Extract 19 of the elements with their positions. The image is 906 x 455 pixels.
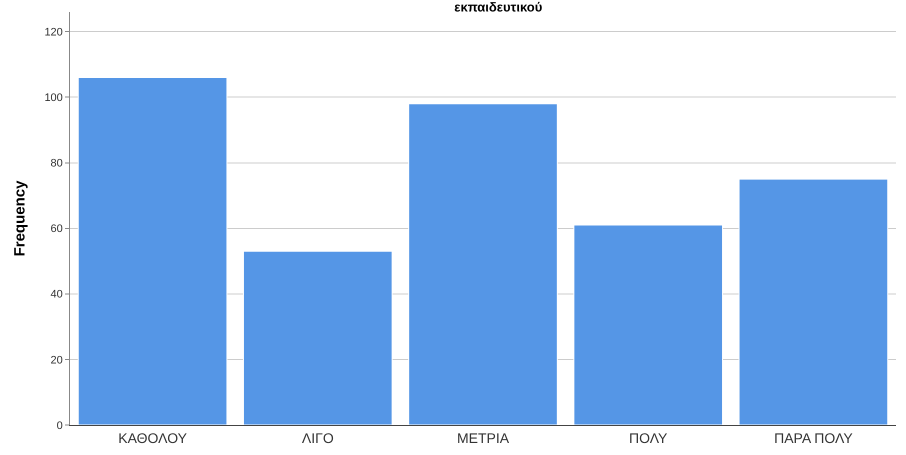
y-tick-label: 40: [50, 288, 63, 301]
bar: [242, 250, 393, 425]
y-tick-label: 0: [56, 420, 63, 432]
x-tick-label: ΚΑΘΟΛΟΥ: [118, 430, 188, 446]
bar: [408, 103, 558, 425]
bar: [738, 178, 888, 425]
x-tick-label: ΠΟΛΥ: [628, 430, 668, 446]
x-tick-label: ΜΕΤΡΙΑ: [456, 430, 510, 446]
y-tick-label: 100: [44, 92, 63, 104]
y-tick-label: 120: [44, 26, 63, 39]
chart-title: εκπαιδευτικού: [454, 0, 543, 14]
y-tick-label: 60: [50, 223, 63, 236]
y-tick-label: 80: [50, 158, 63, 170]
x-tick-label: ΛΙΓΟ: [302, 430, 334, 446]
bar: [78, 77, 228, 425]
x-tick-label: ΠΑΡΑ ΠΟΛΥ: [774, 430, 854, 446]
bar: [573, 224, 724, 425]
y-tick-label: 20: [50, 354, 63, 366]
y-axis-title: Frequency: [12, 180, 29, 256]
